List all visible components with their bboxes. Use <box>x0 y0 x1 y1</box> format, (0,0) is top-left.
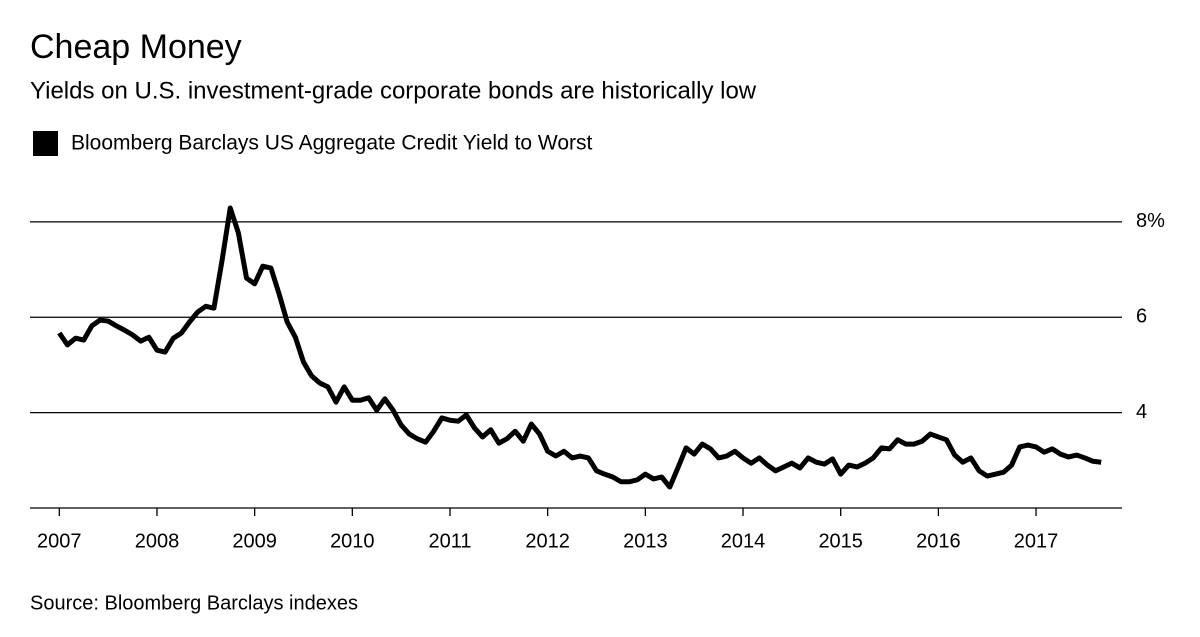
x-tick-label: 2010 <box>330 530 375 552</box>
x-tick-label: 2017 <box>1014 530 1059 552</box>
y-tick-label: 4 <box>1136 401 1147 423</box>
y-tick-label: 6 <box>1136 306 1147 328</box>
chart-subtitle: Yields on U.S. investment-grade corporat… <box>30 77 757 104</box>
chart-title: Cheap Money <box>30 28 242 66</box>
x-tick-label: 2011 <box>428 530 471 552</box>
x-tick-label: 2009 <box>232 530 277 552</box>
x-tick-label: 2012 <box>525 530 570 552</box>
legend-swatch <box>33 131 58 156</box>
x-tick-label: 2008 <box>135 530 180 552</box>
x-tick-label: 2007 <box>37 530 82 552</box>
y-tick-label: 8% <box>1136 210 1165 232</box>
x-tick-label: 2016 <box>916 530 961 552</box>
x-tick-label: 2014 <box>721 530 766 552</box>
source: Source: Bloomberg Barclays indexes <box>30 592 358 614</box>
line-series <box>57 205 1102 490</box>
x-tick-label: 2013 <box>623 530 668 552</box>
legend-label: Bloomberg Barclays US Aggregate Credit Y… <box>71 132 593 155</box>
x-tick-label: 2015 <box>818 530 863 552</box>
